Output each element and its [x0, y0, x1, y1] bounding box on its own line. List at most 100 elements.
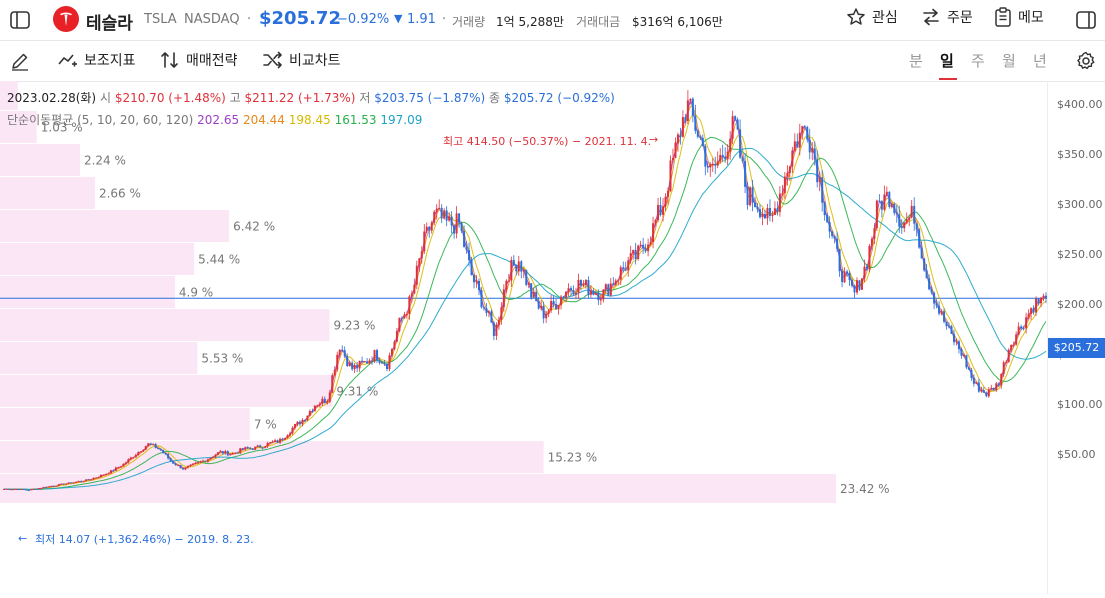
candle-body [505, 280, 508, 290]
price-chart[interactable]: 23.42 % 15.23 % 7 % 9.31 % 5.53 % 9.23 % 4.9 %… [0, 48, 1105, 594]
candle-body [943, 311, 946, 322]
candle-body [231, 453, 234, 455]
candle-body [711, 163, 714, 165]
price-axis-tick: $200.00 [1057, 298, 1103, 311]
side-panel-icon[interactable] [1074, 8, 1098, 32]
sidebar-toggle-icon[interactable] [8, 8, 32, 32]
candle-body [918, 229, 921, 248]
candle-body [778, 193, 781, 212]
candle-body [587, 279, 590, 295]
candle-body [763, 214, 766, 219]
candle-body [393, 341, 396, 350]
candle-body [139, 451, 142, 453]
candle-body [622, 267, 625, 269]
period-tab-5[interactable]: 년 [1033, 52, 1047, 70]
period-tab-1[interactable]: 분 [909, 52, 923, 70]
ma-info[interactable]: 단순이동평균 (5, 10, 20, 60, 120) 202.65 204.4… [7, 111, 422, 128]
volume-profile-bar [0, 144, 80, 176]
volume-profile-label: 7 % [254, 418, 277, 432]
candle-body [920, 247, 923, 259]
candle-body [70, 482, 73, 484]
candle-body [617, 279, 620, 281]
down-arrow-icon: ▼ [394, 12, 403, 25]
candle-body [786, 172, 789, 177]
ma-value-3: 198.45 [284, 113, 331, 127]
price-axis-tick: $300.00 [1057, 198, 1103, 211]
candle-body [368, 360, 371, 364]
high-arrow-icon: → [649, 133, 658, 146]
candle-body [448, 216, 451, 221]
period-tab-4[interactable]: 월 [1002, 52, 1016, 70]
volume-profile-bar [0, 342, 198, 374]
candle-body [908, 217, 911, 220]
pencil-icon[interactable] [8, 50, 32, 72]
candle-body [60, 483, 63, 485]
candle-body [388, 355, 391, 370]
candle-body [681, 117, 684, 137]
candle-body [443, 210, 446, 219]
candle-body [900, 226, 903, 229]
candle-body [423, 231, 426, 252]
candle-body [550, 300, 553, 311]
candle-body [654, 219, 657, 224]
candle-body [694, 116, 697, 131]
candle-body [328, 392, 331, 402]
candle-body [773, 208, 776, 215]
candle-body [400, 317, 403, 319]
candle-body [935, 303, 938, 306]
candle-body [644, 248, 647, 252]
candle-body [572, 290, 575, 295]
memo-button[interactable]: 메모 [994, 7, 1044, 27]
period-tab-3[interactable]: 주 [971, 52, 985, 70]
candle-body [960, 349, 963, 356]
tesla-logo-icon [53, 6, 79, 32]
candle-body [271, 441, 274, 443]
candle-body [256, 445, 259, 447]
swap-arrows-icon [923, 8, 939, 26]
candle-body [236, 452, 239, 454]
candle-body [30, 489, 33, 491]
order-button[interactable]: 주문 [921, 7, 973, 27]
indicators-button[interactable]: 보조지표 [58, 50, 136, 70]
indicators-label: 보조지표 [84, 53, 136, 69]
candle-body [398, 317, 401, 332]
candle-body [154, 444, 157, 449]
candle-body [97, 477, 100, 479]
candle-body [77, 481, 80, 483]
candle-body [607, 284, 610, 296]
chart-canvas[interactable]: 23.42 % 15.23 % 7 % 9.31 % 5.53 % 9.23 % 4.9 %… [0, 48, 1105, 594]
compare-button[interactable]: 비교차트 [263, 50, 341, 70]
candle-body [803, 126, 806, 128]
active-period-underline [939, 78, 957, 80]
candle-body [254, 446, 257, 450]
period-tab-2[interactable]: 일 [940, 52, 954, 70]
candle-body [1007, 349, 1010, 362]
strategy-button[interactable]: 매매전략 [160, 50, 238, 70]
candle-body [527, 283, 530, 285]
candle-body [1010, 344, 1013, 350]
ma-value-1: 202.65 [197, 113, 240, 127]
volume-profile-bar [0, 309, 330, 341]
volume-label: 거래량 [452, 15, 486, 29]
candle-body [666, 190, 669, 197]
watch-button[interactable]: 관심 [846, 7, 898, 27]
settings-gear-icon[interactable] [1075, 50, 1097, 72]
volume-profile-label: 1.03 % [41, 121, 83, 135]
candle-body [428, 226, 431, 231]
candle-body [537, 301, 540, 309]
candle-body [15, 489, 18, 491]
candle-body [985, 392, 988, 397]
separator-dot: · [442, 12, 447, 27]
candle-body [199, 461, 202, 463]
candle-body [430, 222, 433, 231]
top-bar: 테슬라 TSLA NASDAQ · $205.72 −0.92% ▼ 1.91 … [0, 0, 1105, 41]
candle-body [627, 260, 630, 271]
order-label: 주문 [947, 10, 973, 26]
candle-body [338, 349, 341, 355]
candle-body [729, 138, 732, 152]
candle-body [855, 280, 858, 293]
candle-body [353, 365, 356, 370]
candle-body [721, 154, 724, 158]
candle-body [497, 319, 500, 325]
candle-body [659, 205, 662, 215]
